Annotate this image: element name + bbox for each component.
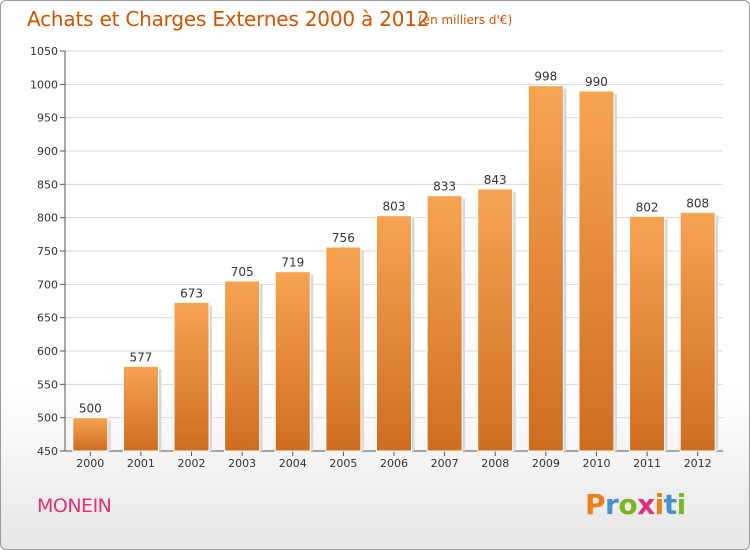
labels: 500 577 673 705 719 756 803 833 843 998 990 802 808 <box>79 70 709 416</box>
x-tick-label: 2003 <box>228 457 256 470</box>
logo-letter: x <box>637 488 655 521</box>
logo-letter: i <box>676 488 687 521</box>
y-tick-label: 900 <box>37 145 58 158</box>
value-label: 998 <box>534 70 557 84</box>
y-tick-label: 1050 <box>30 45 58 58</box>
value-label: 843 <box>484 173 507 187</box>
logo-letter: P <box>585 488 606 521</box>
value-label: 719 <box>281 256 304 270</box>
y-tick-label: 750 <box>37 245 58 258</box>
logo-letter: t <box>663 488 677 521</box>
value-label: 673 <box>180 286 203 300</box>
value-label: 756 <box>332 231 355 245</box>
logo-letter: r <box>605 488 619 521</box>
y-tick-label: 800 <box>37 212 58 225</box>
y-tick-label: 600 <box>37 345 58 358</box>
x-tick-label: 2008 <box>481 457 509 470</box>
x-tick-label: 2000 <box>76 457 104 470</box>
bar-2002[interactable] <box>173 301 210 452</box>
y-tick-label: 450 <box>37 445 58 458</box>
x-tick-label: 2010 <box>582 457 610 470</box>
value-label: 705 <box>231 265 254 279</box>
logo-letter: i <box>654 488 665 521</box>
bar-2003[interactable] <box>224 280 261 452</box>
y-tick-label: 1000 <box>30 78 58 91</box>
x-tick-label: 2002 <box>178 457 206 470</box>
bar-2000[interactable] <box>72 417 109 452</box>
x-tick-label: 2005 <box>329 457 357 470</box>
x-tick-label: 2011 <box>633 457 661 470</box>
chart-title: Achats et Charges Externes 2000 à 2012 <box>27 7 430 31</box>
y-tick-label: 550 <box>37 378 58 391</box>
bar-2010[interactable] <box>578 90 615 452</box>
logo-letter: o <box>618 488 638 521</box>
bar-2011[interactable] <box>629 215 666 452</box>
value-label: 803 <box>383 200 406 214</box>
chart-subtitle: (en milliers d'€) <box>418 13 513 27</box>
y-tick-label: 950 <box>37 112 58 125</box>
y-tick-label: 700 <box>37 278 58 291</box>
y-tick-label: 500 <box>37 412 58 425</box>
x-tick-label: 2001 <box>127 457 155 470</box>
bar-2004[interactable] <box>274 271 311 452</box>
value-label: 833 <box>433 180 456 194</box>
value-label: 802 <box>636 200 659 214</box>
commune-name: MONEIN <box>37 495 112 517</box>
value-label: 808 <box>686 196 709 210</box>
bar-2007[interactable] <box>426 195 463 452</box>
bar-2006[interactable] <box>376 215 412 452</box>
bar-2001[interactable] <box>122 365 159 452</box>
bar-2009[interactable] <box>527 85 564 452</box>
x-tick-label: 2004 <box>279 457 307 470</box>
x-tick-label: 2006 <box>380 457 408 470</box>
y-tick-label: 650 <box>37 312 58 325</box>
bar-2005[interactable] <box>325 246 362 452</box>
proxiti-logo[interactable]: Proxiti <box>585 488 686 521</box>
x-tick-label: 2012 <box>684 457 712 470</box>
value-label: 500 <box>79 402 102 416</box>
axes: 450 500 550 600 650 700 750 800 850 900 950 1000 105… <box>30 45 723 470</box>
value-label: 577 <box>129 350 152 364</box>
x-tick-label: 2009 <box>532 457 560 470</box>
bar-2012[interactable] <box>679 211 716 452</box>
y-tick-label: 850 <box>37 178 58 191</box>
x-tick-label: 2007 <box>431 457 459 470</box>
value-label: 990 <box>585 75 608 89</box>
bar-2008[interactable] <box>477 188 514 452</box>
bars <box>72 85 719 452</box>
